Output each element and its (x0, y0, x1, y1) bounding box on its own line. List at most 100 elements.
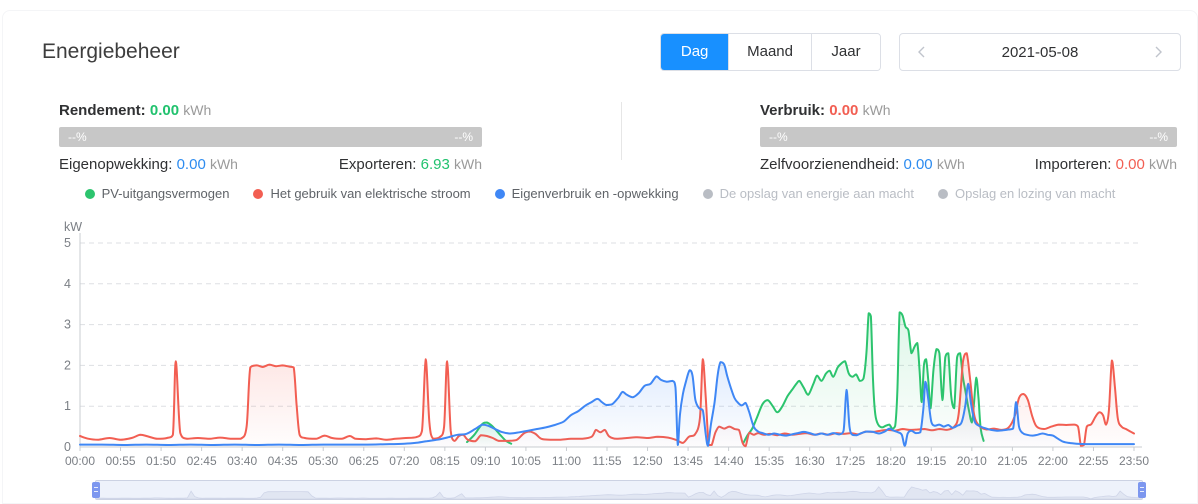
x-axis-label: 20:10 (957, 454, 987, 468)
zelfvoorzienendheid-stat: Zelfvoorzienendheid: 0.00 kWh (760, 156, 965, 173)
y-axis-tick-label: 0 (64, 440, 71, 454)
consumption-stats-group: Verbruik: 0.00 kWh --% --% Zelfvoorziene… (760, 102, 1177, 173)
eigenopwekking-stat: Eigenopwekking: 0.00 kWh (59, 156, 238, 173)
legend-label: De opslag van energie aan macht (719, 186, 914, 201)
zelfvoorzienendheid-value: 0.00 (903, 156, 933, 173)
yield-label: Rendement: (59, 102, 146, 119)
x-axis-label: 00:00 (65, 454, 95, 468)
x-axis-label: 21:05 (997, 454, 1027, 468)
verbruik-progress-bar: --% --% (760, 127, 1177, 147)
x-axis-label: 13:45 (673, 454, 703, 468)
period-tab-group: Dag Maand Jaar (660, 33, 881, 71)
legend-dot (702, 188, 713, 199)
x-axis-label: 23:50 (1119, 454, 1149, 468)
y-axis-tick-label: 1 (64, 399, 71, 413)
verbruik-title: Verbruik: 0.00 kWh (760, 102, 1177, 119)
series-line-2 (79, 361, 1135, 447)
x-axis-label: 18:20 (876, 454, 906, 468)
x-axis-label: 05:30 (308, 454, 338, 468)
exporteren-stat: Exporteren: 6.93 kWh (339, 156, 482, 173)
exporteren-value: 6.93 (420, 156, 450, 173)
chevron-right-icon[interactable] (1150, 44, 1166, 60)
zoom-slider-left-handle[interactable] (92, 482, 100, 498)
zoom-slider-minimap (96, 486, 1142, 499)
stats-panel: Rendement: 0.00 kWh --% --% Eigenopwekki… (59, 102, 1177, 173)
y-axis-unit-label: kW (64, 220, 82, 234)
verbruik-unit: kWh (862, 102, 891, 118)
eigenopwekking-unit: kWh (209, 156, 238, 172)
x-axis-label: 22:55 (1078, 454, 1108, 468)
zoom-slider-right-handle[interactable] (1138, 482, 1146, 498)
x-axis-label: 15:35 (754, 454, 784, 468)
tab-dag[interactable]: Dag (661, 34, 730, 70)
x-axis-label: 11:00 (552, 454, 581, 468)
verbruik-bar-left-pct: --% (769, 130, 788, 144)
x-axis-label: 02:45 (187, 454, 217, 468)
legend-dot (84, 188, 95, 199)
x-axis-label: 11:55 (592, 454, 621, 468)
x-axis-label: 04:35 (268, 454, 298, 468)
y-axis-tick-label: 3 (64, 318, 71, 332)
legend-dot (494, 188, 505, 199)
yield-stats-group: Rendement: 0.00 kWh --% --% Eigenopwekki… (59, 102, 482, 173)
x-axis-label: 17:25 (835, 454, 865, 468)
x-axis-label: 19:15 (916, 454, 946, 468)
y-axis-tick-label: 2 (64, 358, 71, 372)
chart-svg: 0 1 2 3 4 5 kW 00:00 00:55 01:50 02:45 03:40 04:35 05… (64, 220, 1149, 468)
x-axis-label: 22:00 (1038, 454, 1068, 468)
x-axis-label: 03:40 (227, 454, 257, 468)
yield-unit: kWh (183, 102, 212, 118)
legend-item-5[interactable]: Opslag en lozing van macht (937, 186, 1116, 201)
series-line-0 (742, 311, 985, 444)
x-axis-label: 01:50 (146, 454, 176, 468)
x-axis-label: 07:20 (389, 454, 419, 468)
x-axis-label: 06:25 (349, 454, 379, 468)
legend-label: PV-uitgangsvermogen (101, 186, 230, 201)
x-axis-label: 12:50 (633, 454, 663, 468)
header: Energiebeheer Dag Maand Jaar 2021-05-08 (42, 32, 1181, 72)
yield-bar-right-pct: --% (454, 130, 473, 144)
zelfvoorzienendheid-unit: kWh (936, 156, 965, 172)
stats-divider (620, 102, 622, 160)
x-axis-label: 08:15 (430, 454, 460, 468)
time-range-zoom-slider[interactable] (92, 480, 1146, 500)
legend-dot (937, 188, 948, 199)
exporteren-label: Exporteren: (338, 156, 417, 173)
verbruik-label: Verbruik: (760, 102, 826, 119)
eigenopwekking-value: 0.00 (176, 156, 206, 173)
legend-dot (253, 188, 264, 199)
importeren-value: 0.00 (1115, 156, 1145, 173)
yield-progress-bar: --% --% (59, 127, 482, 147)
legend-item-4[interactable]: De opslag van energie aan macht (702, 186, 914, 201)
yield-title: Rendement: 0.00 kWh (59, 102, 482, 119)
date-picker[interactable]: 2021-05-08 (899, 33, 1181, 71)
eigenopwekking-label: Eigenopwekking: (59, 156, 173, 173)
legend-label: Het gebruik van elektrische stroom (270, 186, 471, 201)
legend-item-3[interactable]: Eigenverbruik en -opwekking (494, 186, 679, 201)
importeren-label: Importeren: (1034, 156, 1112, 173)
yield-bar-left-pct: --% (68, 130, 87, 144)
date-value: 2021-05-08 (1001, 43, 1079, 61)
chart-legend: PV-uitgangsvermogen Het gebruik van elekt… (2, 186, 1198, 201)
energy-line-chart: 0 1 2 3 4 5 kW 00:00 00:55 01:50 02:45 03:40 04:35 05… (42, 218, 1160, 470)
legend-item-2[interactable]: Het gebruik van elektrische stroom (253, 186, 471, 201)
legend-label: Eigenverbruik en -opwekking (511, 186, 679, 201)
tab-jaar[interactable]: Jaar (812, 34, 880, 70)
legend-item-1[interactable]: PV-uitgangsvermogen (84, 186, 230, 201)
tab-maand[interactable]: Maand (729, 34, 812, 70)
x-axis-label: 16:30 (795, 454, 825, 468)
page-title: Energiebeheer (42, 40, 180, 63)
zelfvoorzienendheid-label: Zelfvoorzienendheid: (760, 156, 900, 173)
x-axis-label: 14:40 (714, 454, 744, 468)
x-axis-label: 10:05 (511, 454, 541, 468)
chevron-left-icon[interactable] (914, 44, 930, 60)
exporteren-unit: kWh (454, 156, 482, 172)
importeren-unit: kWh (1149, 156, 1177, 172)
legend-label: Opslag en lozing van macht (954, 186, 1116, 201)
y-axis-tick-label: 5 (64, 236, 71, 250)
verbruik-bar-right-pct: --% (1149, 130, 1168, 144)
x-axis-label: 09:10 (470, 454, 500, 468)
yield-value: 0.00 (149, 102, 180, 119)
y-axis-tick-label: 4 (64, 277, 71, 291)
verbruik-value: 0.00 (829, 102, 859, 119)
